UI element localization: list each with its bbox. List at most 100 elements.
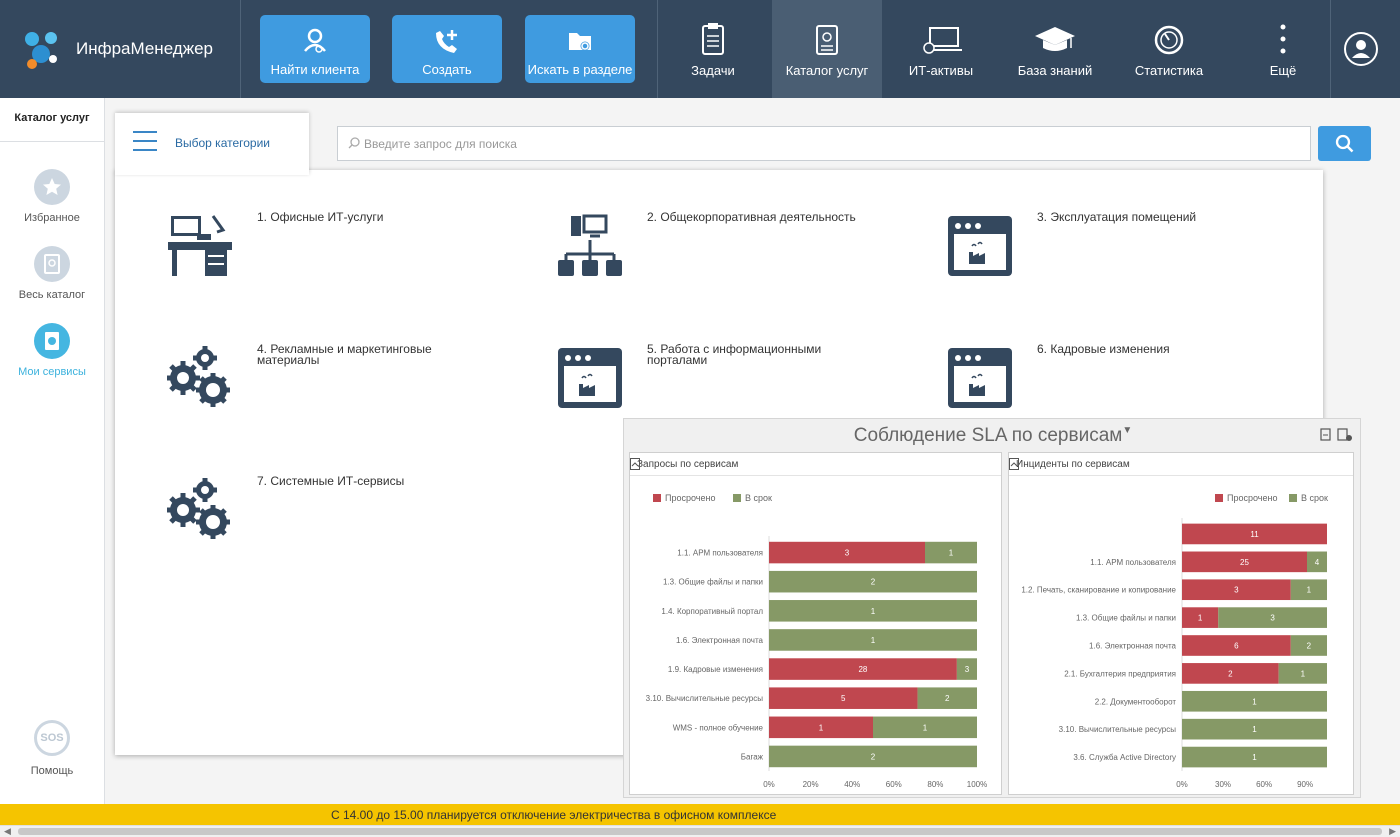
export-icon[interactable] xyxy=(630,458,640,470)
tick-label: 30% xyxy=(1215,780,1231,789)
dropdown-arrow-icon[interactable]: ▼ xyxy=(1122,425,1133,436)
create-button[interactable]: Создать xyxy=(392,15,502,83)
category-label: 3.10. Вычислительные ресурсы xyxy=(1059,725,1177,734)
legend-label: Просрочено xyxy=(665,493,715,503)
sla-title[interactable]: Соблюдение SLA по сервисам▼ xyxy=(624,425,1362,447)
category-label: WMS - полное обучение xyxy=(673,723,764,732)
tick-label: 20% xyxy=(803,780,819,789)
category-item[interactable]: 2. Общекорпоративная деятельность xyxy=(557,210,887,292)
notice-bar: С 14.00 до 15.00 планируется отключение … xyxy=(0,804,1400,825)
data-label: 1 xyxy=(1252,725,1257,734)
bar-segment xyxy=(1182,746,1327,768)
legend-label: Просрочено xyxy=(1227,493,1277,503)
data-label: 25 xyxy=(1240,558,1249,567)
bar-segment xyxy=(769,687,918,709)
data-label: 1 xyxy=(923,723,928,732)
category-label: 7. Системные ИТ-сервисы xyxy=(257,474,405,488)
logo-icon xyxy=(25,32,57,69)
nav-service-catalog[interactable]: Каталог услуг xyxy=(772,0,882,98)
more-vertical-icon xyxy=(1280,24,1286,54)
category-tab-label[interactable]: Выбор категории xyxy=(175,136,271,150)
tick-label: 100% xyxy=(967,780,987,789)
data-label: 1 xyxy=(819,723,824,732)
data-label: 11 xyxy=(1250,530,1259,539)
gears-icon xyxy=(167,478,230,539)
category-label: 1.4. Корпоративный портал xyxy=(661,607,763,616)
bar-segment xyxy=(1290,635,1327,656)
data-label: 28 xyxy=(858,665,867,674)
search-button[interactable] xyxy=(1318,126,1371,161)
book-icon xyxy=(34,246,70,282)
user-profile-icon[interactable] xyxy=(1342,30,1380,68)
scroll-right-icon[interactable]: ▶ xyxy=(1389,826,1396,836)
sidebar-item-my-services[interactable]: Мои сервисы xyxy=(0,323,104,378)
category-item[interactable]: 5. Работа с информационными порталами xyxy=(557,343,887,424)
category-label: Багаж xyxy=(741,752,764,761)
category-item[interactable]: 4. Рекламные и маркетинговые материалы xyxy=(167,343,497,424)
scrollbar-thumb[interactable] xyxy=(18,828,1382,835)
incidents-chart: Инциденты по сервисам Просрочено В срок 11… xyxy=(1008,452,1354,795)
legend-label: В срок xyxy=(745,493,772,503)
data-label: 4 xyxy=(1315,558,1320,567)
bar-segment xyxy=(769,541,925,564)
export-settings-icon[interactable] xyxy=(1320,428,1354,442)
search-section-label: Искать в разделе xyxy=(527,62,633,77)
data-label: 1 xyxy=(1252,697,1257,706)
scroll-left-icon[interactable]: ◀ xyxy=(4,826,11,836)
sidebar-item-all-catalog[interactable]: Весь каталог xyxy=(0,246,104,301)
data-label: 1 xyxy=(949,549,954,558)
category-tab[interactable] xyxy=(115,113,309,175)
search-section-button[interactable]: Искать в разделе xyxy=(525,15,635,83)
bar-segment xyxy=(1182,663,1279,684)
category-label: 1.1. АРМ пользователя xyxy=(1090,558,1176,567)
factory-window-icon xyxy=(948,348,1012,408)
nav-tasks[interactable]: Задачи xyxy=(658,0,768,98)
catalog-icon xyxy=(816,25,838,55)
bar-segment xyxy=(925,541,977,564)
app-name: ИнфраМенеджер xyxy=(76,39,213,58)
hamburger-icon[interactable] xyxy=(133,131,157,153)
chart-header: Запросы по сервисам xyxy=(630,453,1001,476)
category-item[interactable]: 3. Эксплуатация помещений xyxy=(947,211,1277,292)
sla-dashboard: Соблюдение SLA по сервисам▼ Запросы по с… xyxy=(623,418,1361,798)
data-label: 1 xyxy=(1198,614,1203,623)
network-icon xyxy=(558,214,622,276)
legend-swatch xyxy=(653,494,661,502)
graduation-cap-icon xyxy=(1035,27,1075,51)
tick-label: 60% xyxy=(886,780,902,789)
app-logo[interactable]: ИнфраМенеджер xyxy=(20,26,240,72)
nav-tasks-label: Задачи xyxy=(691,63,735,78)
export-icon[interactable] xyxy=(1009,458,1019,470)
legend-label: В срок xyxy=(1301,493,1328,503)
star-icon xyxy=(34,169,70,205)
bar-segment xyxy=(1182,523,1327,545)
requests-chart: Запросы по сервисам Просрочено В срок 1.1.… xyxy=(629,452,1002,795)
legend-swatch xyxy=(733,494,741,502)
data-label: 3 xyxy=(965,665,970,674)
horizontal-scrollbar[interactable]: ◀ ▶ xyxy=(0,825,1400,837)
header-divider xyxy=(657,0,658,98)
sidebar-item-label: Избранное xyxy=(24,212,80,224)
nav-more[interactable]: Ещё xyxy=(1228,0,1338,98)
sidebar-item-favorites[interactable]: Избранное xyxy=(0,169,104,224)
nav-statistics[interactable]: Статистика xyxy=(1114,0,1224,98)
nav-knowledge-base[interactable]: База знаний xyxy=(1000,0,1110,98)
category-label: 2. Общекорпоративная деятельность xyxy=(647,210,856,224)
header-divider xyxy=(1330,0,1331,98)
sos-icon[interactable]: SOS xyxy=(34,720,70,756)
notice-text: С 14.00 до 15.00 планируется отключение … xyxy=(331,808,777,822)
help-label[interactable]: Помощь xyxy=(30,765,74,777)
top-bar: ИнфраМенеджер Найти клиента Создать Иска… xyxy=(0,0,1400,98)
category-item[interactable]: 1. Офисные ИТ-услуги xyxy=(167,211,497,292)
data-label: 5 xyxy=(841,694,846,703)
gears-icon xyxy=(167,346,230,407)
category-item[interactable]: 7. Системные ИТ-сервисы xyxy=(167,474,497,556)
category-item[interactable]: 6. Кадровые изменения xyxy=(947,343,1277,424)
data-label: 1 xyxy=(1252,753,1257,762)
nav-it-assets-label: ИТ-активы xyxy=(908,63,974,78)
data-label: 2 xyxy=(945,694,950,703)
search-input[interactable] xyxy=(364,127,1304,160)
nav-it-assets[interactable]: ИТ-активы xyxy=(886,0,996,98)
find-client-button[interactable]: Найти клиента xyxy=(260,15,370,83)
